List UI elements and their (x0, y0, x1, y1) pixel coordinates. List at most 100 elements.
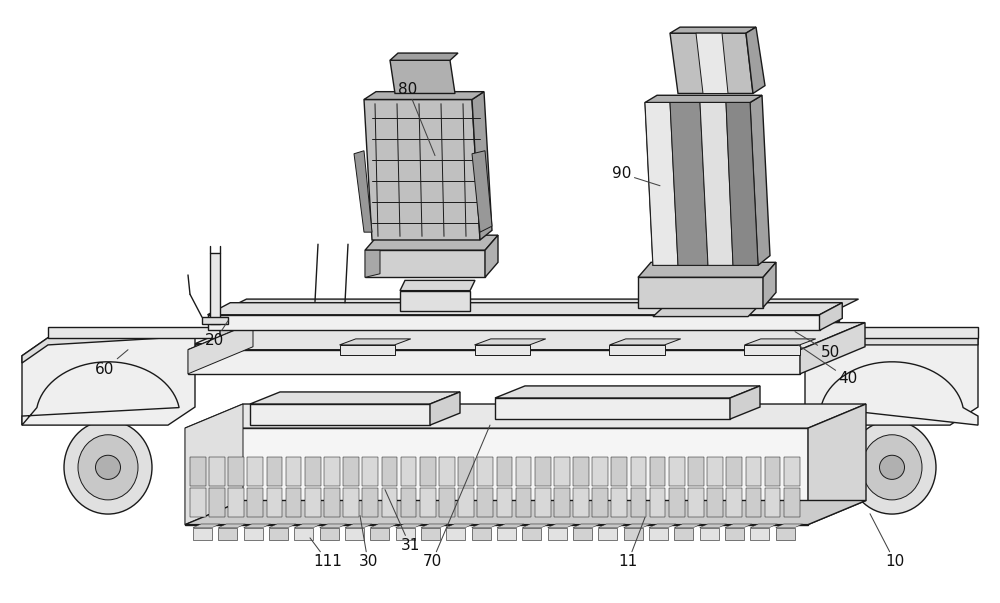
Polygon shape (765, 457, 780, 486)
Polygon shape (286, 488, 301, 517)
Polygon shape (305, 488, 321, 517)
Polygon shape (185, 500, 866, 525)
Polygon shape (497, 524, 524, 528)
Polygon shape (516, 457, 531, 486)
Polygon shape (496, 457, 512, 486)
Polygon shape (472, 528, 491, 540)
Polygon shape (645, 103, 678, 265)
Polygon shape (208, 315, 820, 330)
Polygon shape (188, 323, 253, 374)
Polygon shape (638, 262, 776, 277)
Polygon shape (294, 524, 321, 528)
Polygon shape (707, 488, 723, 517)
Polygon shape (598, 524, 625, 528)
Text: 70: 70 (422, 425, 490, 569)
Polygon shape (267, 488, 282, 517)
Polygon shape (746, 488, 761, 517)
Polygon shape (208, 303, 842, 315)
Polygon shape (805, 338, 978, 363)
Polygon shape (808, 404, 866, 525)
Polygon shape (343, 457, 359, 486)
Polygon shape (554, 488, 570, 517)
Polygon shape (707, 457, 723, 486)
Polygon shape (472, 92, 492, 240)
Polygon shape (609, 339, 681, 345)
Polygon shape (267, 457, 282, 486)
Ellipse shape (862, 435, 922, 500)
Polygon shape (750, 528, 769, 540)
Polygon shape (185, 404, 243, 525)
Ellipse shape (64, 421, 152, 514)
Polygon shape (750, 524, 777, 528)
Polygon shape (227, 299, 858, 309)
Polygon shape (496, 488, 512, 517)
Polygon shape (573, 528, 592, 540)
Polygon shape (592, 457, 608, 486)
Polygon shape (776, 524, 803, 528)
Ellipse shape (880, 455, 904, 479)
Polygon shape (670, 103, 708, 265)
Text: 111: 111 (310, 538, 342, 569)
Polygon shape (439, 488, 455, 517)
Polygon shape (209, 457, 225, 486)
Text: 11: 11 (618, 517, 645, 569)
Polygon shape (400, 291, 470, 311)
Polygon shape (725, 528, 744, 540)
Polygon shape (227, 309, 839, 321)
Polygon shape (421, 528, 440, 540)
Polygon shape (247, 488, 263, 517)
Polygon shape (516, 488, 531, 517)
Text: 40: 40 (798, 345, 858, 386)
Polygon shape (598, 528, 617, 540)
Polygon shape (269, 524, 296, 528)
Polygon shape (645, 95, 762, 103)
Ellipse shape (848, 421, 936, 514)
Polygon shape (472, 151, 492, 232)
Polygon shape (324, 457, 340, 486)
Polygon shape (362, 457, 378, 486)
Polygon shape (763, 262, 776, 308)
Polygon shape (458, 457, 474, 486)
Polygon shape (784, 488, 800, 517)
Polygon shape (688, 488, 704, 517)
Polygon shape (340, 345, 394, 355)
Text: 60: 60 (95, 350, 128, 376)
Polygon shape (725, 524, 752, 528)
Polygon shape (22, 338, 195, 425)
Polygon shape (700, 524, 727, 528)
Text: 80: 80 (398, 82, 435, 156)
Polygon shape (631, 488, 646, 517)
Polygon shape (746, 457, 761, 486)
Polygon shape (485, 235, 498, 277)
Polygon shape (776, 528, 795, 540)
Polygon shape (497, 528, 516, 540)
Polygon shape (400, 280, 475, 291)
Polygon shape (674, 524, 701, 528)
Polygon shape (382, 457, 397, 486)
Polygon shape (674, 528, 693, 540)
Polygon shape (700, 528, 719, 540)
Polygon shape (611, 457, 627, 486)
Polygon shape (650, 457, 665, 486)
Polygon shape (185, 428, 808, 525)
Polygon shape (188, 323, 865, 350)
Polygon shape (535, 457, 551, 486)
Polygon shape (624, 524, 651, 528)
Polygon shape (805, 338, 978, 425)
Polygon shape (244, 524, 271, 528)
Polygon shape (247, 457, 263, 486)
Polygon shape (228, 457, 244, 486)
Polygon shape (340, 339, 411, 345)
Polygon shape (475, 339, 546, 345)
Polygon shape (649, 524, 676, 528)
Polygon shape (320, 528, 339, 540)
Polygon shape (784, 457, 800, 486)
Polygon shape (645, 103, 758, 265)
Polygon shape (744, 339, 816, 345)
Polygon shape (554, 457, 570, 486)
Polygon shape (195, 344, 805, 357)
Polygon shape (364, 99, 480, 240)
Polygon shape (324, 488, 340, 517)
Polygon shape (22, 327, 220, 363)
Polygon shape (345, 524, 372, 528)
